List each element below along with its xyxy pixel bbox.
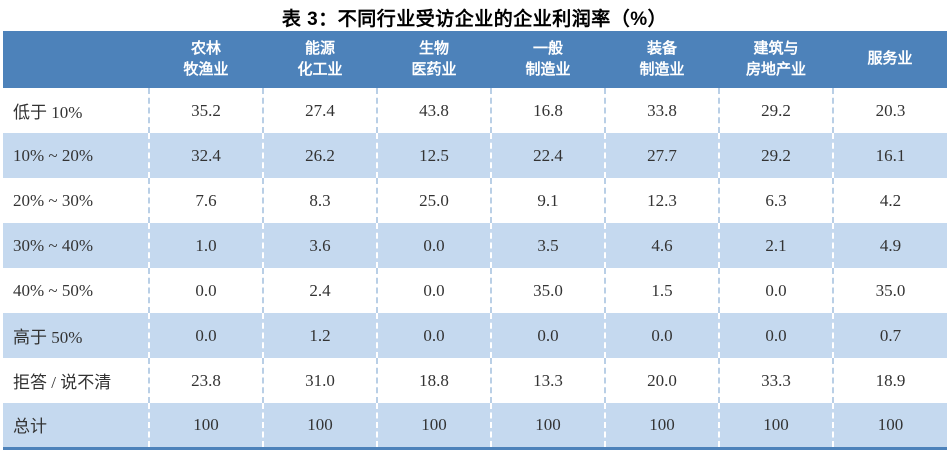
- row-label: 总计: [13, 417, 47, 437]
- table-row: 40% ~ 50% 0.0 2.4 0.0 35.0 1.5 0.0 35.0: [3, 268, 947, 313]
- table-row: 拒答 / 说不清 23.8 31.0 18.8 13.3 20.0 33.3 18.9: [3, 358, 947, 403]
- column-header-4: 一般 制造业: [491, 31, 605, 88]
- data-cell: 4.6: [604, 223, 719, 268]
- data-cell: 0.0: [376, 313, 491, 358]
- data-cell: 0.0: [718, 268, 833, 313]
- data-cell: 100: [490, 403, 605, 448]
- row-label: 高于 50%: [13, 328, 83, 347]
- data-cell: 25.0: [376, 178, 491, 223]
- table-row: 高于 50% 0.0 1.2 0.0 0.0 0.0 0.0 0.7: [3, 313, 947, 358]
- column-header-3: 生物 医药业: [377, 31, 491, 88]
- data-cell: 16.8: [490, 88, 605, 133]
- data-cell: 100: [832, 403, 947, 448]
- data-cell: 100: [148, 403, 263, 448]
- data-cell: 0.7: [832, 313, 947, 358]
- header-row: 农林 牧渔业 能源 化工业 生物 医药业 一般 制造业 装备 制造业 建筑与 房地产业 服务…: [3, 31, 947, 88]
- data-cell: 27.4: [262, 88, 377, 133]
- data-cell: 12.3: [604, 178, 719, 223]
- data-cell: 7.6: [148, 178, 263, 223]
- data-cell: 33.8: [604, 88, 719, 133]
- data-cell: 12.5: [376, 133, 491, 178]
- data-cell: 27.7: [604, 133, 719, 178]
- table-header: 农林 牧渔业 能源 化工业 生物 医药业 一般 制造业 装备 制造业 建筑与 房地产业 服务…: [3, 31, 947, 88]
- corner-cell: [3, 31, 149, 88]
- column-header-1: 农林 牧渔业: [149, 31, 263, 88]
- row-label: 30% ~ 40%: [13, 235, 94, 255]
- data-cell: 35.2: [148, 88, 263, 133]
- data-cell: 0.0: [148, 313, 263, 358]
- data-cell: 100: [376, 403, 491, 448]
- data-cell: 18.8: [376, 358, 491, 403]
- data-cell: 2.1: [718, 223, 833, 268]
- data-cell: 8.3: [262, 178, 377, 223]
- data-cell: 22.4: [490, 133, 605, 178]
- profit-rate-table: 农林 牧渔业 能源 化工业 生物 医药业 一般 制造业 装备 制造业 建筑与 房地产业 服务…: [3, 31, 947, 450]
- column-header-6: 建筑与 房地产业: [719, 31, 833, 88]
- data-cell: 16.1: [832, 133, 947, 178]
- data-cell: 4.9: [832, 223, 947, 268]
- data-cell: 2.4: [262, 268, 377, 313]
- table-row: 30% ~ 40% 1.0 3.6 0.0 3.5 4.6 2.1 4.9: [3, 223, 947, 268]
- column-header-5: 装备 制造业: [605, 31, 719, 88]
- data-cell: 0.0: [376, 223, 491, 268]
- table-body: 低于 10% 35.2 27.4 43.8 16.8 33.8 29.2 20.3 10% ~ …: [3, 88, 947, 448]
- data-cell: 20.0: [604, 358, 719, 403]
- data-cell: 1.2: [262, 313, 377, 358]
- data-cell: 23.8: [148, 358, 263, 403]
- table-row: 总计 100 100 100 100 100 100 100: [3, 403, 947, 448]
- data-cell: 26.2: [262, 133, 377, 178]
- data-cell: 13.3: [490, 358, 605, 403]
- data-cell: 6.3: [718, 178, 833, 223]
- data-cell: 29.2: [718, 133, 833, 178]
- data-cell: 1.0: [148, 223, 263, 268]
- data-cell: 35.0: [490, 268, 605, 313]
- data-cell: 0.0: [604, 313, 719, 358]
- table-title: 表 3：不同行业受访企业的企业利润率（%）: [281, 9, 668, 30]
- table-row: 20% ~ 30% 7.6 8.3 25.0 9.1 12.3 6.3 4.2: [3, 178, 947, 223]
- data-cell: 3.6: [262, 223, 377, 268]
- table-row: 10% ~ 20% 32.4 26.2 12.5 22.4 27.7 29.2 16.1: [3, 133, 947, 178]
- row-label: 拒答 / 说不清: [13, 373, 112, 392]
- data-cell: 35.0: [832, 268, 947, 313]
- data-cell: 4.2: [832, 178, 947, 223]
- data-cell: 29.2: [718, 88, 833, 133]
- row-label: 20% ~ 30%: [13, 190, 94, 210]
- data-cell: 0.0: [718, 313, 833, 358]
- row-label: 40% ~ 50%: [13, 280, 94, 300]
- row-label: 10% ~ 20%: [13, 145, 94, 165]
- data-cell: 31.0: [262, 358, 377, 403]
- data-cell: 3.5: [490, 223, 605, 268]
- data-cell: 0.0: [376, 268, 491, 313]
- data-cell: 32.4: [148, 133, 263, 178]
- data-cell: 0.0: [148, 268, 263, 313]
- data-cell: 33.3: [718, 358, 833, 403]
- column-header-2: 能源 化工业: [263, 31, 377, 88]
- data-cell: 43.8: [376, 88, 491, 133]
- data-cell: 18.9: [832, 358, 947, 403]
- column-header-7: 服务业: [833, 31, 947, 88]
- data-cell: 100: [262, 403, 377, 448]
- data-cell: 9.1: [490, 178, 605, 223]
- table-row: 低于 10% 35.2 27.4 43.8 16.8 33.8 29.2 20.3: [3, 88, 947, 133]
- data-cell: 100: [604, 403, 719, 448]
- data-cell: 0.0: [490, 313, 605, 358]
- row-label: 低于 10%: [13, 103, 83, 122]
- data-cell: 100: [718, 403, 833, 448]
- data-cell: 1.5: [604, 268, 719, 313]
- data-cell: 20.3: [832, 88, 947, 133]
